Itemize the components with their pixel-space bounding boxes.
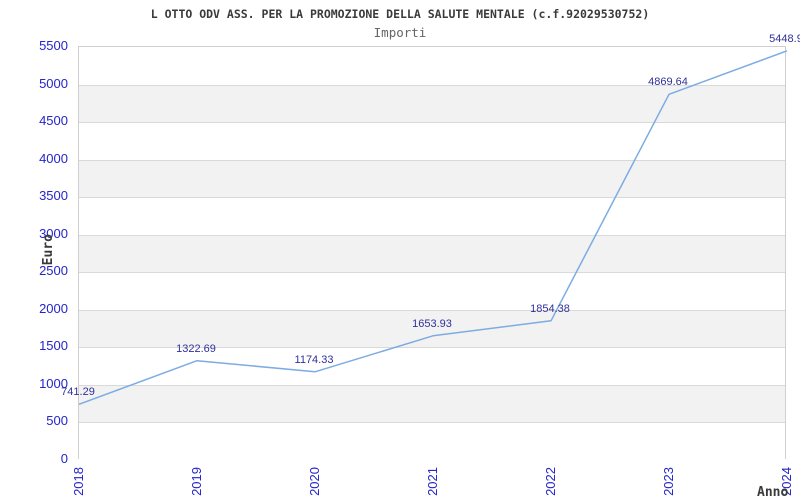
data-point-label: 741.29: [61, 386, 95, 399]
x-tick-label: 2023: [661, 467, 676, 496]
x-tick-label: 2020: [307, 467, 322, 496]
plot-band: [79, 272, 785, 310]
chart-title: L OTTO ODV ASS. PER LA PROMOZIONE DELLA …: [150, 7, 650, 21]
gridline: [79, 272, 785, 274]
plot-band: [79, 234, 785, 273]
y-tick-label: 2000: [39, 300, 68, 316]
y-tick-label: 3500: [39, 188, 68, 204]
data-point-label: 1174.33: [294, 353, 334, 366]
plot-band: [79, 159, 785, 198]
plot-band: [79, 422, 785, 460]
data-point-label: 1653.93: [412, 317, 452, 330]
gridline: [79, 122, 785, 124]
gridline: [79, 159, 785, 161]
data-point-label: 5448.9: [769, 32, 800, 45]
gridline: [79, 384, 785, 386]
y-tick-label: 3000: [39, 225, 68, 241]
plot-band: [79, 384, 785, 423]
plot-band: [79, 47, 785, 85]
y-tick-label: 1500: [39, 338, 68, 354]
gridline: [79, 347, 785, 349]
plot-band: [79, 122, 785, 160]
y-tick-label: 1000: [39, 375, 68, 391]
gridline: [79, 234, 785, 236]
data-point-label: 1322.69: [176, 342, 216, 355]
y-tick-label: 2500: [39, 263, 68, 279]
line-series: [79, 50, 787, 406]
x-tick-label: 2021: [425, 467, 440, 496]
x-tick-label: 2019: [189, 467, 204, 496]
y-tick-label: 5000: [39, 75, 68, 91]
plot-band: [79, 84, 785, 123]
data-point-label: 4869.64: [648, 76, 688, 89]
gridline: [79, 422, 785, 424]
plot-band: [79, 347, 785, 385]
plot-band: [79, 197, 785, 235]
y-tick-label: 4000: [39, 150, 68, 166]
gridline: [79, 84, 785, 86]
y-tick-label: 5500: [39, 38, 68, 53]
plot-band: [79, 309, 785, 348]
series-line: [79, 50, 787, 406]
x-axis-label: Anno: [757, 485, 789, 500]
data-point-label: 1854.38: [530, 302, 570, 315]
y-tick-label: 0: [60, 451, 68, 466]
y-tick-label: 500: [46, 413, 68, 429]
plot-area: [78, 46, 787, 460]
gridline: [79, 309, 785, 311]
y-tick-label: 4500: [39, 113, 68, 129]
chart-subtitle: Importi: [373, 25, 427, 40]
y-axis-label: Euro: [41, 234, 56, 266]
x-tick-label: 2022: [543, 467, 558, 496]
x-tick-label: 2018: [71, 467, 86, 496]
gridline: [79, 197, 785, 199]
